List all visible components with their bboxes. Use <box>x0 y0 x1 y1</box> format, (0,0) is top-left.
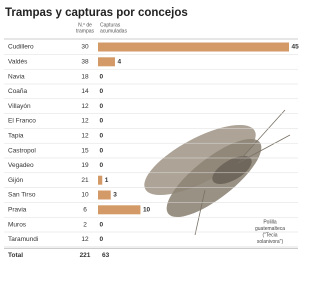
total-traps: 221 <box>80 252 91 259</box>
category-label: Coaña <box>8 88 28 95</box>
category-label: Pravia <box>8 207 27 214</box>
caption: solanivora") <box>257 239 284 245</box>
traps-value: 12 <box>81 133 89 140</box>
category-label: Cudillero <box>8 44 34 51</box>
category-label: Muros <box>8 221 27 228</box>
traps-value: 2 <box>83 221 87 228</box>
chart: Trampas y capturas por concejos N.º detr… <box>0 0 302 283</box>
bar <box>98 43 289 52</box>
value-label: 45 <box>292 44 300 51</box>
value-label: 0 <box>100 147 104 154</box>
bar <box>98 205 140 214</box>
category-label: Valdés <box>8 59 28 66</box>
traps-value: 14 <box>81 88 89 95</box>
category-label: Villayón <box>8 103 31 110</box>
traps-value: 38 <box>81 59 89 66</box>
traps-value: 18 <box>81 73 89 80</box>
traps-value: 21 <box>81 177 89 184</box>
traps-value: 10 <box>81 192 89 199</box>
traps-value: 30 <box>81 44 89 51</box>
value-label: 0 <box>100 118 104 125</box>
traps-value: 12 <box>81 118 89 125</box>
value-label: 0 <box>100 221 104 228</box>
value-label: 3 <box>113 192 117 199</box>
bar <box>98 57 115 66</box>
bar <box>98 176 102 185</box>
total-values: 63 <box>102 252 110 259</box>
category-label: Taramundi <box>8 236 38 243</box>
moth <box>135 110 290 235</box>
value-label: 0 <box>100 73 104 80</box>
value-label: 0 <box>100 103 104 110</box>
caption: guatemalteca <box>255 226 285 232</box>
category-label: El Franco <box>8 118 36 125</box>
traps-value: 12 <box>81 103 89 110</box>
value-label: 0 <box>100 133 104 140</box>
value-label: 0 <box>100 88 104 95</box>
traps-value: 19 <box>81 162 89 169</box>
bar <box>98 191 111 200</box>
value-label: 4 <box>117 59 121 66</box>
value-label: 1 <box>105 177 109 184</box>
column-header: acumuladas <box>100 28 127 34</box>
value-label: 0 <box>100 236 104 243</box>
category-label: Vegadeo <box>8 162 34 169</box>
value-label: 0 <box>100 162 104 169</box>
category-label: Castropol <box>8 147 36 154</box>
traps-value: 12 <box>81 236 89 243</box>
category-label: Tapia <box>8 133 24 140</box>
traps-value: 15 <box>81 147 89 154</box>
caption: Polilla <box>263 219 277 225</box>
column-header: trampas <box>76 28 95 34</box>
total-label: Total <box>8 252 23 259</box>
category-label: Navia <box>8 73 25 80</box>
category-label: Gijón <box>8 177 24 184</box>
chart-title: Trampas y capturas por concejos <box>5 7 188 19</box>
value-label: 10 <box>143 207 151 214</box>
caption: ("Tecia <box>262 232 277 238</box>
category-label: San Tirso <box>8 192 36 199</box>
traps-value: 6 <box>83 207 87 214</box>
